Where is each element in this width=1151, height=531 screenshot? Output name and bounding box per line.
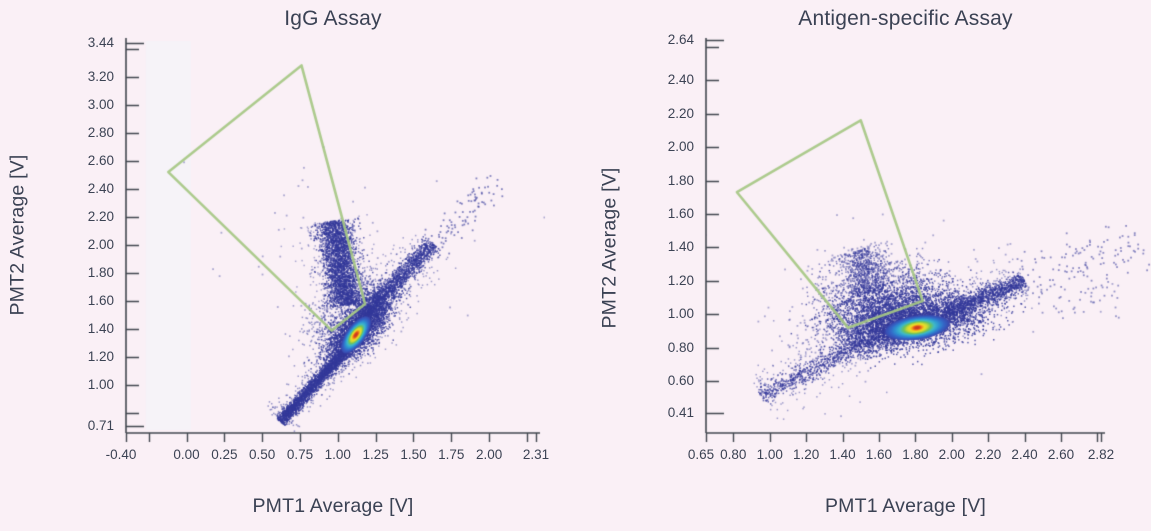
y-tick-label: 2.20 <box>87 208 114 224</box>
y-tick-label: 1.00 <box>667 306 694 322</box>
y-tick-label: 1.60 <box>667 205 694 221</box>
y-tick-label: 3.44 <box>87 35 114 50</box>
x-tick-label: 0.00 <box>173 447 200 462</box>
x-tick-label: 1.25 <box>362 447 389 462</box>
x-axis-label-right: PMT1 Average [V] <box>824 495 987 517</box>
y-tick-label: 2.40 <box>667 72 694 88</box>
y-tick-label: 2.00 <box>87 237 114 253</box>
x-tick-label: 2.40 <box>1011 447 1038 462</box>
y-tick-label: 3.00 <box>87 96 114 112</box>
x-tick-label: 2.20 <box>975 447 1002 462</box>
y-tick-label: 1.40 <box>667 239 694 255</box>
y-tick-label: 2.20 <box>667 105 694 121</box>
x-tick-label: 0.65 <box>687 447 715 462</box>
x-tick-label: 1.20 <box>792 447 820 462</box>
y-tick-label: 1.80 <box>87 265 114 281</box>
x-axis-label-left: PMT1 Average [V] <box>252 495 414 517</box>
x-tick-label: 2.31 <box>522 447 550 462</box>
x-tick-label: 2.82 <box>1087 447 1115 462</box>
plot-title-antigen-specific-assay: Antigen-specific Assay <box>798 7 1013 30</box>
y-tick-label: 2.00 <box>667 139 694 155</box>
x-tick-label: 0.50 <box>249 447 276 462</box>
x-tick-label: 1.50 <box>400 447 427 462</box>
x-tick-label: 1.00 <box>756 447 783 462</box>
x-tick-label: 0.25 <box>211 447 238 462</box>
x-tick-label: 0.80 <box>720 447 747 462</box>
y-tick-label: 2.40 <box>87 180 114 196</box>
y-tick-label: 1.20 <box>667 272 694 288</box>
y-tick-label: 2.64 <box>667 32 694 47</box>
x-tick-label: 1.60 <box>865 447 893 462</box>
x-tick-label: 2.60 <box>1047 447 1075 462</box>
y-tick-label: 3.20 <box>87 68 114 84</box>
y-tick-label: 1.40 <box>87 321 114 337</box>
y-tick-label: 1.60 <box>87 293 114 309</box>
y-tick-label: 1.20 <box>87 349 114 365</box>
y-tick-label: 1.80 <box>667 172 694 188</box>
y-tick-label: 2.60 <box>87 152 114 168</box>
plot-title-igg-assay: IgG Assay <box>284 7 382 30</box>
y-axis-label-right: PMT2 Average [V] <box>598 167 621 329</box>
y-tick-label: 0.71 <box>87 418 114 433</box>
y-tick-label: 0.60 <box>667 373 694 389</box>
x-tick-label: 1.75 <box>438 447 465 462</box>
y-tick-label: 2.80 <box>87 124 114 140</box>
x-tick-label: 1.80 <box>902 447 929 462</box>
y-tick-label: 1.00 <box>87 377 114 393</box>
x-tick-label: 1.00 <box>324 447 351 462</box>
y-tick-label: 0.41 <box>667 405 694 420</box>
x-tick-label: 0.75 <box>286 447 314 462</box>
x-tick-label: 1.40 <box>829 447 856 462</box>
y-axis-label-left: PMT2 Average [V] <box>6 154 29 316</box>
x-tick-label: -0.40 <box>105 447 137 462</box>
x-tick-label: 2.00 <box>475 447 503 462</box>
y-tick-label: 0.80 <box>667 339 694 355</box>
x-tick-label: 2.00 <box>938 447 965 462</box>
